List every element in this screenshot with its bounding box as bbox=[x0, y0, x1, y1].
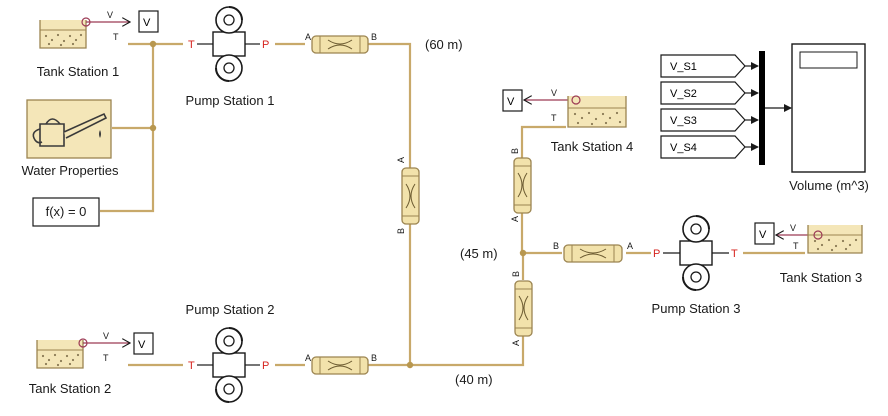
svg-text:T: T bbox=[188, 360, 195, 372]
goto-tag-v-s4[interactable]: V_S4 bbox=[660, 135, 746, 159]
svg-text:T: T bbox=[113, 32, 119, 42]
junction-dot bbox=[519, 249, 527, 257]
goto-tag-v-s1[interactable]: V_S1 bbox=[660, 54, 746, 78]
svg-text:V: V bbox=[103, 331, 109, 341]
svg-text:V_S1: V_S1 bbox=[670, 61, 697, 73]
scope-label: Volume (m^3) bbox=[789, 178, 869, 193]
goto-tag-v-s3[interactable]: V_S3 bbox=[660, 108, 746, 132]
pipe4-to-tank4-line bbox=[520, 125, 566, 158]
tank-station-2-label: Tank Station 2 bbox=[29, 381, 111, 396]
svg-text:V_S2: V_S2 bbox=[670, 88, 697, 100]
signal-routing: V_S1 V_S2 V_S3 V_S4 Volume (m^3) bbox=[660, 43, 869, 193]
elevation-45-label: (45 m) bbox=[460, 246, 498, 261]
svg-text:A: A bbox=[627, 241, 633, 251]
water-properties-label: Water Properties bbox=[21, 163, 119, 178]
junction-dot bbox=[406, 361, 414, 369]
volume-display-3[interactable] bbox=[754, 222, 775, 245]
svg-text:A: A bbox=[396, 157, 406, 163]
tank-station-3-label: Tank Station 3 bbox=[780, 270, 862, 285]
svg-text:V: V bbox=[138, 339, 146, 351]
pipe-segment-4[interactable]: B A bbox=[510, 148, 532, 222]
svg-text:T: T bbox=[103, 353, 109, 363]
pipe-network bbox=[100, 40, 805, 369]
pipe-segment-6[interactable]: B A bbox=[553, 241, 633, 263]
tank-station-4-label: Tank Station 4 bbox=[551, 139, 633, 154]
volume-display-1[interactable] bbox=[138, 10, 159, 33]
pump-station-2-label: Pump Station 2 bbox=[186, 302, 275, 317]
pump-station-3[interactable]: P T Pump Station 3 bbox=[652, 215, 741, 316]
water-to-solver-line bbox=[100, 128, 155, 213]
svg-text:B: B bbox=[511, 271, 521, 277]
volume-scope[interactable]: Volume (m^3) bbox=[789, 43, 869, 193]
svg-text:B: B bbox=[371, 32, 377, 42]
svg-text:V_S3: V_S3 bbox=[670, 115, 697, 127]
svg-text:f(x) = 0: f(x) = 0 bbox=[46, 204, 87, 219]
svg-text:P: P bbox=[262, 39, 269, 51]
svg-text:V: V bbox=[759, 229, 767, 241]
svg-text:V: V bbox=[107, 10, 113, 20]
pipe1-to-pipe2-line bbox=[368, 42, 412, 168]
junction-dot bbox=[149, 124, 157, 132]
svg-text:V: V bbox=[143, 17, 151, 29]
goto-tag-v-s2[interactable]: V_S2 bbox=[660, 81, 746, 105]
svg-text:V: V bbox=[790, 223, 796, 233]
svg-text:T: T bbox=[188, 39, 195, 51]
pipe-segment-2[interactable]: A B bbox=[396, 157, 420, 234]
pump-station-1[interactable]: T P Pump Station 1 bbox=[186, 6, 275, 108]
svg-text:B: B bbox=[553, 241, 559, 251]
elevation-60-label: (60 m) bbox=[425, 37, 463, 52]
junction-to-pipe5-line bbox=[368, 336, 525, 367]
tank-station-1[interactable]: V T V Tank Station 1 bbox=[37, 10, 159, 79]
tank-station-2[interactable]: V T V Tank Station 2 bbox=[29, 331, 154, 396]
svg-text:T: T bbox=[793, 241, 799, 251]
junction-dot bbox=[149, 40, 157, 48]
pump-station-2[interactable]: Pump Station 2 T P bbox=[186, 302, 275, 403]
svg-text:P: P bbox=[262, 360, 269, 372]
solver-configuration-block[interactable]: f(x) = 0 bbox=[32, 197, 100, 227]
svg-text:B: B bbox=[371, 353, 377, 363]
pipe-segment-5[interactable]: B A bbox=[511, 271, 533, 346]
svg-text:V: V bbox=[551, 88, 557, 98]
volume-display-4[interactable] bbox=[502, 89, 523, 112]
tank-station-4[interactable]: V V T Tank Station 4 bbox=[502, 88, 633, 154]
tank1-to-water-line bbox=[112, 42, 155, 130]
svg-text:A: A bbox=[305, 353, 311, 363]
volume-display-2[interactable] bbox=[133, 332, 154, 355]
svg-text:T: T bbox=[551, 113, 557, 123]
svg-text:A: A bbox=[511, 340, 521, 346]
svg-text:P: P bbox=[653, 248, 660, 260]
mux-block[interactable] bbox=[759, 51, 765, 165]
pump-station-1-label: Pump Station 1 bbox=[186, 93, 275, 108]
svg-text:A: A bbox=[510, 216, 520, 222]
elevation-40-label: (40 m) bbox=[455, 372, 493, 387]
svg-text:V: V bbox=[507, 96, 515, 108]
svg-text:B: B bbox=[510, 148, 520, 154]
pump-station-3-label: Pump Station 3 bbox=[652, 301, 741, 316]
pipe-segment-3[interactable]: A B bbox=[305, 353, 377, 375]
svg-text:B: B bbox=[396, 228, 406, 234]
svg-text:V_S4: V_S4 bbox=[670, 142, 697, 154]
svg-text:T: T bbox=[731, 248, 738, 260]
tank-station-3[interactable]: V V T Tank Station 3 bbox=[754, 222, 863, 285]
tank-station-1-label: Tank Station 1 bbox=[37, 64, 119, 79]
pipe-segment-1[interactable]: A B bbox=[305, 32, 377, 54]
water-properties-block[interactable]: Water Properties bbox=[21, 99, 119, 178]
svg-text:A: A bbox=[305, 32, 311, 42]
